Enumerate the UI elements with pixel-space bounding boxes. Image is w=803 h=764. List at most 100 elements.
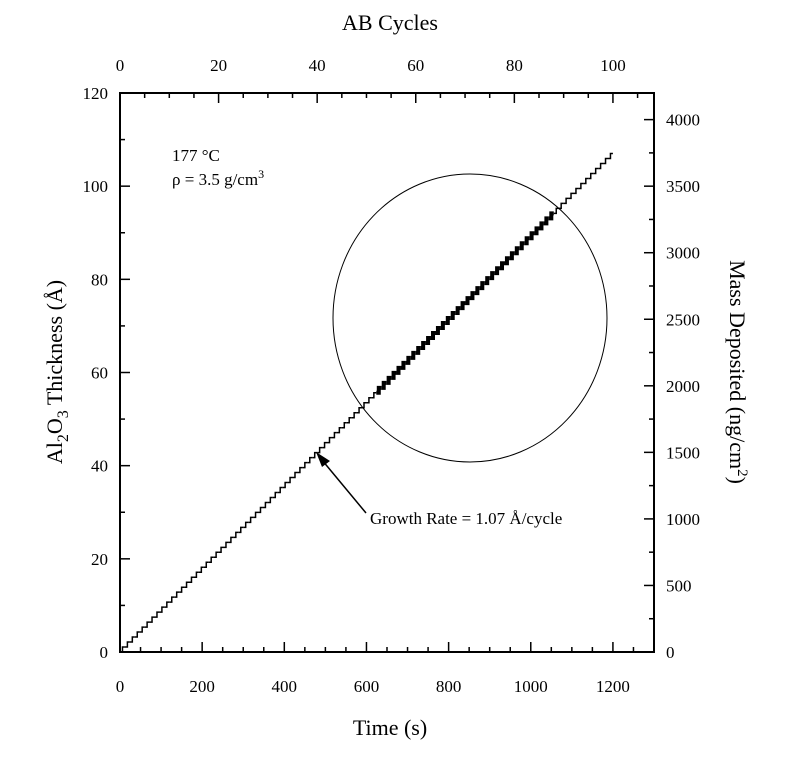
x-tick-label: 800 xyxy=(436,677,462,696)
data-step xyxy=(346,416,352,424)
data-step xyxy=(509,251,515,261)
x-top-tick-label: 80 xyxy=(506,56,523,75)
data-step xyxy=(400,360,406,370)
data-step xyxy=(371,392,377,399)
data-step xyxy=(376,385,382,395)
y-right-tick-label: 1500 xyxy=(666,443,700,462)
data-step xyxy=(455,306,461,316)
data-step xyxy=(302,461,308,469)
data-step xyxy=(548,211,554,221)
data-step xyxy=(164,601,170,608)
data-step xyxy=(154,611,160,618)
data-step xyxy=(514,246,520,256)
x-tick-label: 600 xyxy=(354,677,380,696)
temperature-annotation: 177 °C xyxy=(172,146,220,165)
data-step xyxy=(336,426,342,434)
data-step xyxy=(134,631,140,638)
data-step xyxy=(198,566,204,573)
data-step xyxy=(327,436,332,444)
data-step xyxy=(603,157,608,165)
data-step xyxy=(193,571,199,578)
y-axis-title: Al2O3 Thickness (Å) xyxy=(42,280,72,464)
data-step xyxy=(415,345,421,355)
data-step xyxy=(203,561,209,569)
x-top-tick-label: 60 xyxy=(407,56,424,75)
data-step xyxy=(381,380,387,390)
data-step xyxy=(218,546,224,554)
data-step xyxy=(228,536,234,544)
data-step xyxy=(159,606,165,613)
data-step xyxy=(538,221,544,231)
data-step xyxy=(366,397,372,404)
data-step xyxy=(450,311,456,321)
data-step xyxy=(233,531,239,539)
x-tick-label: 1200 xyxy=(596,677,630,696)
annotation-arrowhead xyxy=(316,452,330,467)
data-step xyxy=(430,330,436,340)
x-tick-label: 1000 xyxy=(514,677,548,696)
data-step xyxy=(317,446,323,454)
data-step xyxy=(583,177,589,185)
data-step xyxy=(391,370,397,380)
data-step xyxy=(144,621,150,628)
data-step xyxy=(189,576,194,583)
data-step xyxy=(553,207,559,215)
data-step xyxy=(277,486,283,494)
y-tick-label: 60 xyxy=(91,364,108,383)
data-step xyxy=(489,271,495,281)
y-right-tick-label: 1000 xyxy=(666,510,700,529)
data-step xyxy=(238,526,244,534)
y-tick-label: 120 xyxy=(83,84,109,103)
x-top-tick-label: 0 xyxy=(116,56,125,75)
data-step xyxy=(543,216,549,226)
y-tick-label: 80 xyxy=(91,270,108,289)
data-step xyxy=(534,226,539,236)
data-step xyxy=(484,276,490,286)
data-step xyxy=(460,301,466,311)
y-right-axis-title: Mass Deposited (ng/cm2) xyxy=(725,260,750,484)
y-right-tick-label: 3000 xyxy=(666,244,700,263)
data-step xyxy=(494,266,500,276)
data-step xyxy=(120,646,125,653)
data-step xyxy=(588,172,594,180)
data-step xyxy=(287,476,293,484)
data-step xyxy=(262,501,268,509)
data-step xyxy=(445,316,451,326)
y-right-tick-label: 500 xyxy=(666,576,692,595)
data-step xyxy=(179,586,185,593)
x-tick-label: 0 xyxy=(116,677,125,696)
data-step xyxy=(504,256,510,266)
y-right-tick-label: 3500 xyxy=(666,177,700,196)
data-step xyxy=(607,152,613,160)
data-step xyxy=(474,286,480,296)
data-step xyxy=(479,281,485,291)
data-step xyxy=(282,481,288,489)
data-step xyxy=(440,321,446,331)
x-top-axis-title: AB Cycles xyxy=(342,10,438,35)
y-tick-label: 20 xyxy=(91,550,108,569)
data-step xyxy=(396,365,401,375)
data-step xyxy=(253,511,259,519)
data-step xyxy=(465,296,470,306)
data-step xyxy=(598,162,604,170)
y-tick-label: 100 xyxy=(83,177,109,196)
data-step xyxy=(563,197,569,205)
data-step xyxy=(258,506,263,514)
data-step xyxy=(124,641,130,648)
data-step xyxy=(208,556,214,564)
x-tick-label: 200 xyxy=(189,677,215,696)
data-step xyxy=(435,326,441,335)
data-step xyxy=(356,407,362,414)
data-step xyxy=(341,421,347,429)
y-right-tick-label: 4000 xyxy=(666,111,700,130)
data-step xyxy=(248,516,254,524)
data-step xyxy=(420,340,426,350)
data-step xyxy=(361,402,367,409)
x-axis-title: Time (s) xyxy=(353,715,427,740)
data-step xyxy=(331,431,337,439)
data-step xyxy=(469,291,475,301)
x-tick-label: 400 xyxy=(272,677,298,696)
data-step xyxy=(524,236,530,246)
data-step xyxy=(267,496,273,504)
y-right-tick-label: 2000 xyxy=(666,377,700,396)
